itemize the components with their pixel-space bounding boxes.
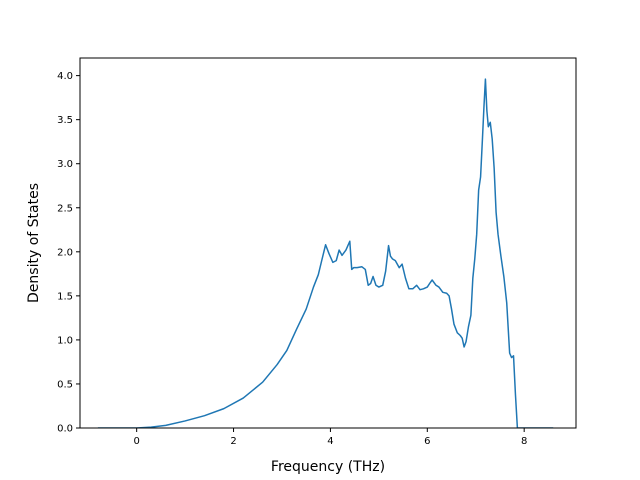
x-tick-label: 2 bbox=[230, 436, 236, 447]
x-axis-label: Frequency (THz) bbox=[271, 459, 385, 475]
axes-frame bbox=[79, 57, 577, 429]
plot-area bbox=[97, 78, 554, 428]
y-tick-label: 1.5 bbox=[57, 291, 73, 302]
y-tick-label: 3.5 bbox=[57, 115, 73, 126]
axis-ticks: 0 2 4 6 8 0.0 0.5 1.0 1.5 2.0 2.5 3.0 3.5 4.0 bbox=[57, 71, 527, 447]
y-tick-label: 4.0 bbox=[57, 71, 73, 82]
y-axis-label: Density of States bbox=[26, 183, 42, 303]
x-tick-label: 0 bbox=[133, 436, 139, 447]
y-tick-label: 0.0 bbox=[57, 424, 73, 435]
y-tick-label: 0.5 bbox=[57, 379, 73, 390]
y-tick-label: 3.0 bbox=[57, 159, 73, 170]
y-tick-label: 2.0 bbox=[57, 247, 73, 258]
y-tick-label: 1.0 bbox=[57, 335, 73, 346]
x-tick-label: 6 bbox=[424, 436, 430, 447]
x-tick-label: 8 bbox=[521, 436, 527, 447]
x-tick-label: 4 bbox=[327, 436, 333, 447]
series-line-0 bbox=[97, 78, 554, 428]
y-tick-label: 2.5 bbox=[57, 203, 73, 214]
